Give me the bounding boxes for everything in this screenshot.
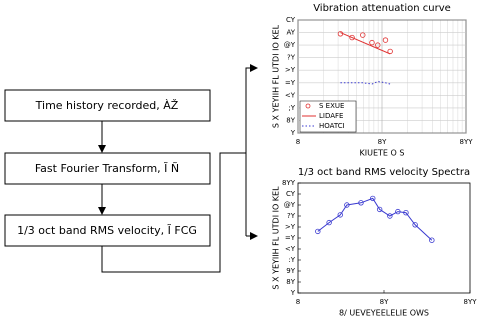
legend-marker [305,103,311,109]
y-tick-label: 8Y [286,116,295,124]
data-point [387,213,393,219]
chart-title: Vibration attenuation curve [313,3,451,14]
y-tick-label: CY [286,190,296,198]
data-point [395,208,401,215]
x-axis-label: KIUETE O S [360,149,405,158]
y-tick-label: <Y [285,245,296,253]
data-point [376,206,383,213]
box-label: Fast Fourier Transform, Ĩ Ñ [35,162,179,175]
process-box [4,214,211,247]
data-point [403,209,409,216]
y-tick-label: @Y [284,201,296,209]
x-tick-label: 8YY [463,298,477,306]
y-tick-label: =Y [285,234,296,242]
y-tick-label: <Y [285,91,296,99]
data-point [412,222,418,228]
y-axis-label: S X YEYIIH FL UTDI IO KEL [272,24,281,128]
series-line [340,81,391,85]
y-tick-label: 9Y [286,267,295,275]
y-tick-label: AY [286,29,295,37]
box-label: 1/3 oct band RMS velocity, Ĩ FCG [17,224,197,237]
data-point [358,200,364,206]
y-tick-label: 8YY [282,179,296,187]
x-tick-label: 8Y [380,298,389,306]
legend-label: LIDAFE [319,112,343,120]
data-point [429,237,435,243]
y-tick-label: =Y [285,79,296,87]
connector [101,152,246,273]
y-tick-label: ?Y [287,54,296,62]
data-point [344,202,350,208]
y-tick-label: :Y [288,256,295,264]
data-point [315,228,321,235]
data-point [349,34,355,41]
data-point [337,212,343,218]
chart-title: 1/3 oct band RMS velocity Spectra [298,167,470,178]
process-box [4,89,211,122]
y-tick-label: ;Y [288,104,295,112]
y-tick-label: Y [290,129,296,137]
x-axis-label: 8/ UEVEYEELELIE OWS [339,309,429,318]
x-tick-label: 8 [296,138,300,146]
y-tick-label: 8Y [286,278,295,286]
y-tick-label: CY [286,16,296,24]
plot-frame [297,182,471,294]
y-tick-label: >Y [285,223,296,231]
charts: Vibration attenuation curveY8Y;Y<Y=Y>Y?Y… [272,3,478,318]
y-axis-label: S X YEYIIH FL UTDI IO KEL [272,186,281,290]
data-point [326,219,332,226]
y-tick-label: @Y [284,41,296,49]
y-tick-label: ?Y [287,212,296,220]
data-point [369,39,375,46]
y-tick-label: Y [290,289,296,297]
x-tick-label: 8Y [378,138,387,146]
process-box [4,152,211,185]
series-line [340,32,391,55]
data-point [375,42,381,48]
data-point [337,31,344,37]
data-point [360,32,366,38]
arrow [245,64,258,236]
y-tick-label: >Y [285,66,296,74]
x-tick-label: 8YY [459,138,473,146]
box-label: Time history recorded, ÀŽ [35,99,179,112]
legend-label: HOATCI [319,122,345,130]
x-tick-label: 8 [296,298,300,306]
series-line [317,197,433,241]
legend-label: S EXUE [319,102,344,110]
data-point [382,37,389,43]
data-point [370,195,376,202]
